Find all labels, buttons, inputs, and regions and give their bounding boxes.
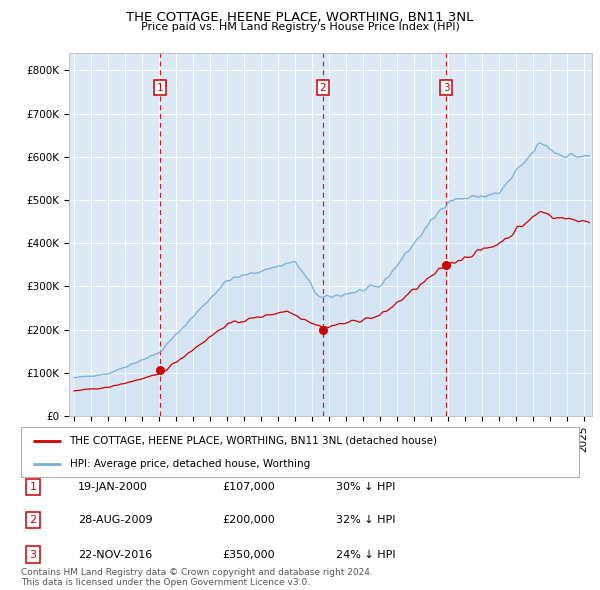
- Text: 3: 3: [29, 550, 37, 559]
- Text: 2: 2: [320, 83, 326, 93]
- Text: This data is licensed under the Open Government Licence v3.0.: This data is licensed under the Open Gov…: [21, 578, 310, 587]
- Text: £350,000: £350,000: [222, 550, 275, 559]
- Text: 24% ↓ HPI: 24% ↓ HPI: [336, 550, 395, 559]
- Text: 30% ↓ HPI: 30% ↓ HPI: [336, 482, 395, 491]
- Text: £107,000: £107,000: [222, 482, 275, 491]
- Text: 28-AUG-2009: 28-AUG-2009: [78, 516, 152, 525]
- Text: Contains HM Land Registry data © Crown copyright and database right 2024.: Contains HM Land Registry data © Crown c…: [21, 568, 373, 577]
- Text: 19-JAN-2000: 19-JAN-2000: [78, 482, 148, 491]
- Text: THE COTTAGE, HEENE PLACE, WORTHING, BN11 3NL: THE COTTAGE, HEENE PLACE, WORTHING, BN11…: [127, 11, 473, 24]
- Text: 1: 1: [157, 83, 163, 93]
- Text: 32% ↓ HPI: 32% ↓ HPI: [336, 516, 395, 525]
- Text: 22-NOV-2016: 22-NOV-2016: [78, 550, 152, 559]
- Text: THE COTTAGE, HEENE PLACE, WORTHING, BN11 3NL (detached house): THE COTTAGE, HEENE PLACE, WORTHING, BN11…: [70, 435, 437, 445]
- Text: 2: 2: [29, 516, 37, 525]
- Text: 1: 1: [29, 482, 37, 491]
- Text: 3: 3: [443, 83, 449, 93]
- Text: £200,000: £200,000: [222, 516, 275, 525]
- Text: HPI: Average price, detached house, Worthing: HPI: Average price, detached house, Wort…: [70, 459, 310, 469]
- Text: Price paid vs. HM Land Registry's House Price Index (HPI): Price paid vs. HM Land Registry's House …: [140, 22, 460, 32]
